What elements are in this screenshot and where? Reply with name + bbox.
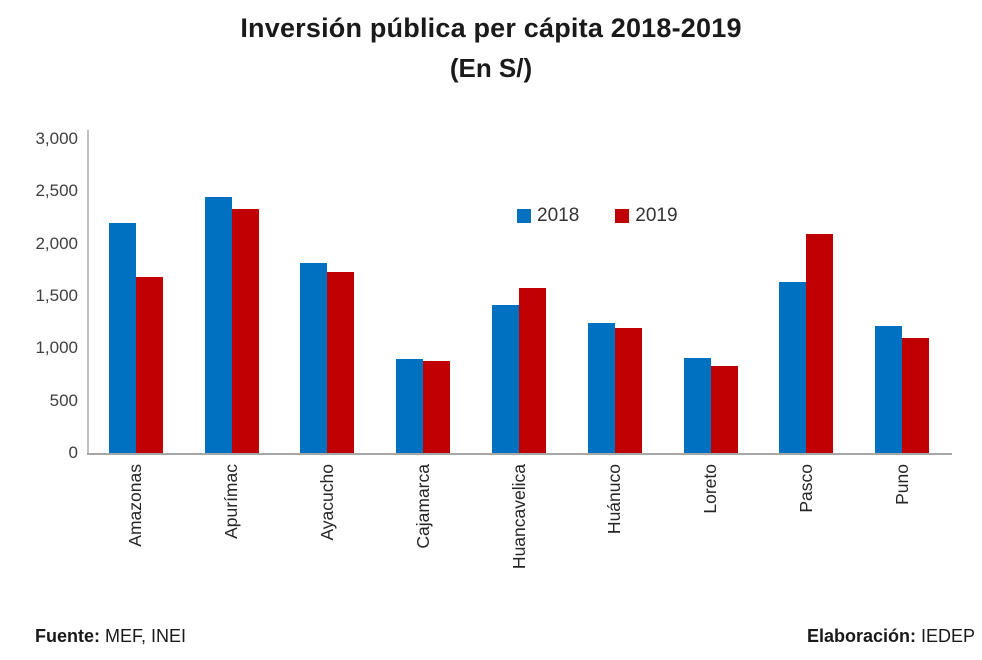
legend-label: 2018: [537, 205, 580, 226]
bar-2019-loreto: [710, 366, 738, 453]
bar-2018-huancavelica: [492, 305, 519, 453]
bar-2018-pasco: [779, 282, 807, 453]
chart-subtitle: (En S/): [449, 53, 533, 83]
bar-2019-pasco: [806, 234, 834, 453]
legend-label: 2019: [635, 205, 678, 226]
legend-swatch-icon: [517, 209, 531, 223]
legend-swatch-icon: [615, 209, 630, 223]
bar-2018-ayacucho: [300, 263, 328, 453]
y-tick-label-2000: 2,000: [35, 233, 78, 253]
source-label: Fuente:: [35, 626, 100, 646]
y-axis-line: [87, 130, 89, 455]
y-tick-label-1500: 1,500: [35, 286, 78, 305]
x-category-label-amazonas: Amazonas: [125, 464, 146, 547]
y-tick-label-3000: 3,000: [35, 129, 78, 148]
legend-item-2019: 2019: [615, 205, 678, 227]
x-category-label-ayacucho: Ayacucho: [316, 464, 337, 541]
bar-2019-cajamarca: [423, 361, 451, 453]
y-tick-label-500: 500: [49, 390, 78, 410]
bar-2019-ayacucho: [327, 272, 355, 453]
bar-2019-apurímac: [231, 209, 259, 453]
x-axis-line: [87, 453, 952, 455]
bar-2019-puno: [902, 338, 930, 453]
elaboration-label: Elaboración:: [806, 626, 916, 646]
x-category-label-apurímac: Apurímac: [221, 464, 242, 539]
bar-2019-amazonas: [135, 277, 163, 453]
bar-2019-huánuco: [614, 328, 642, 453]
x-category-label-puno: Puno: [891, 464, 912, 505]
x-category-label-loreto: Loreto: [700, 464, 721, 514]
plot-area: [88, 139, 950, 453]
chart-title: Inversión pública per cápita 2018-2019: [240, 13, 742, 43]
bar-2018-puno: [875, 326, 903, 453]
elaboration-note: Elaboración: IEDEP: [807, 626, 975, 647]
bar-2018-loreto: [683, 358, 711, 453]
bar-2018-amazonas: [108, 223, 136, 453]
x-category-label-huánuco: Huánuco: [604, 464, 625, 535]
y-tick-label-2500: 2,500: [35, 181, 78, 201]
legend: 2018 2019: [517, 205, 678, 227]
bar-2019-huancavelica: [519, 288, 546, 453]
bar-2018-huánuco: [587, 323, 615, 453]
y-tick-label-0: 0: [68, 443, 78, 462]
x-category-label-cajamarca: Cajamarca: [412, 464, 433, 549]
x-category-label-pasco: Pasco: [795, 464, 816, 513]
legend-item-2018: 2018: [517, 205, 579, 227]
y-tick-label-1000: 1,000: [35, 338, 78, 358]
source-value: MEF, INEI: [100, 626, 187, 646]
source-note: Fuente: MEF, INEI: [35, 626, 186, 647]
bar-2018-apurímac: [204, 197, 232, 453]
bar-2018-cajamarca: [396, 359, 424, 453]
x-category-label-huancavelica: Huancavelica: [508, 464, 529, 570]
elaboration-value: IEDEP: [915, 626, 975, 646]
